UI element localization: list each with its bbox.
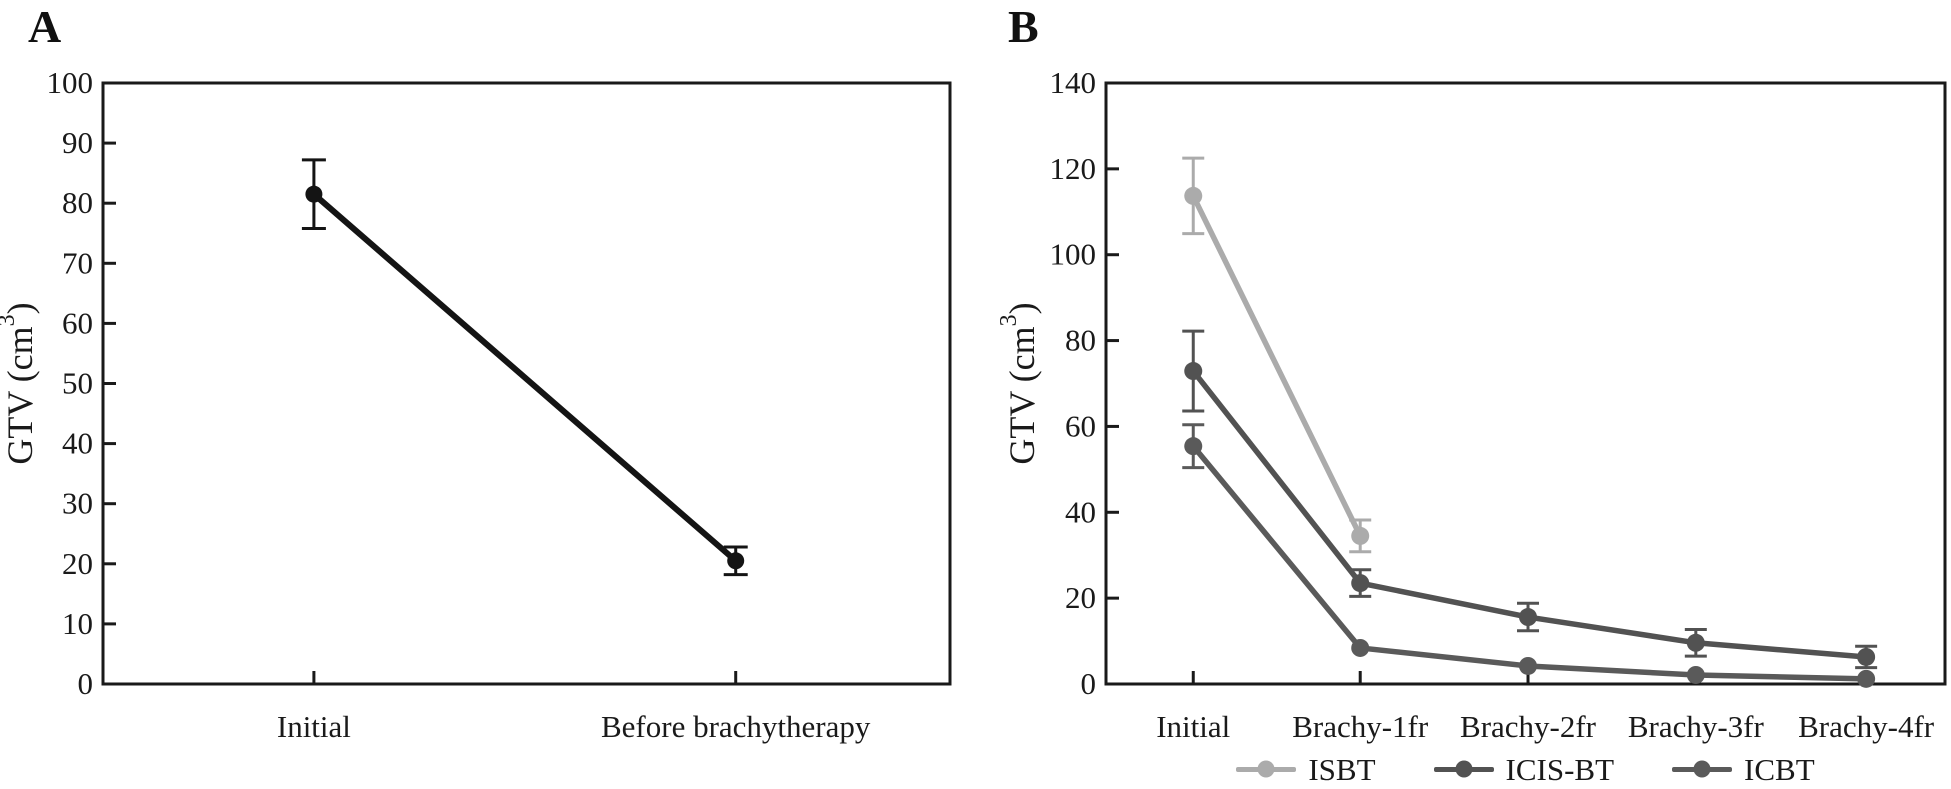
marker-GTV: [727, 552, 745, 570]
marker-ICIS-BT: [1857, 647, 1876, 666]
x-tick-label: Brachy-1fr: [1292, 709, 1429, 744]
panel-b-label: B: [1008, 1, 1039, 52]
y-tick-label: 10: [62, 606, 93, 641]
plot-border: [1104, 81, 1947, 686]
marker-ISBT: [1184, 186, 1203, 205]
x-tick-label: Brachy-4fr: [1798, 709, 1935, 744]
x-tick-label: Brachy-2fr: [1460, 709, 1597, 744]
panel-B: 0 20 40 60 80 100 120 140 Initial Brachy-1fr Brach…: [996, 65, 1947, 744]
marker-ICIS-BT: [1184, 362, 1203, 381]
y-tick-label: 70: [62, 245, 93, 280]
y-tick-label: 0: [78, 666, 94, 701]
marker-ICBT: [1857, 669, 1876, 688]
y-axis-label: GTV (cm3): [996, 302, 1042, 464]
marker-GTV: [305, 185, 323, 203]
marker-ICIS-BT: [1519, 608, 1538, 627]
y-tick-label: 120: [1050, 151, 1097, 186]
y-tick-label: 90: [62, 125, 93, 160]
marker-ICIS-BT: [1351, 574, 1370, 593]
y-tick-label: 80: [1065, 323, 1096, 358]
marker-ICBT: [1686, 665, 1705, 684]
legend-marker-dot: [1257, 760, 1275, 778]
panel-a-label: A: [28, 1, 62, 52]
y-tick-label: 100: [1050, 237, 1097, 272]
marker-ICIS-BT: [1686, 633, 1705, 652]
x-tick-label: Initial: [277, 709, 351, 744]
y-tick-label: 20: [62, 546, 93, 581]
plot-border: [101, 81, 952, 686]
series-line-ISBT: [1190, 193, 1363, 539]
legend-swatch: [1236, 760, 1297, 778]
legend-label: ICIS-BT: [1505, 751, 1615, 787]
y-axis-label: GTV (cm3): [0, 302, 40, 464]
x-tick-label: Before brachytherapy: [601, 709, 871, 744]
x-tick-label: Brachy-3fr: [1628, 709, 1765, 744]
y-tick-label: 40: [1065, 494, 1096, 529]
y-tick-label: 80: [62, 185, 93, 220]
y-tick-label: 60: [62, 305, 93, 340]
x-tick-label: Initial: [1156, 709, 1230, 744]
marker-ISBT: [1351, 526, 1370, 545]
y-tick-label: 0: [1081, 666, 1097, 701]
legend-item-ICBT: ICBT: [1672, 754, 1815, 785]
legend-label: ISBT: [1308, 751, 1376, 787]
legend-swatch: [1433, 760, 1494, 778]
legend-label: ICBT: [1744, 751, 1815, 787]
legend-marker-dot: [1693, 760, 1711, 778]
series-line-GTV: [310, 191, 739, 564]
y-tick-label: 40: [62, 426, 93, 461]
legend-item-ISBT: ISBT: [1236, 751, 1376, 787]
y-tick-label: 50: [62, 366, 93, 401]
legend-swatch: [1672, 760, 1733, 778]
marker-ICBT: [1519, 656, 1538, 675]
legend-marker-dot: [1455, 760, 1473, 778]
series-line-ICBT: [1190, 443, 1869, 682]
legend-item-ICIS-BT: ICIS-BT: [1433, 751, 1615, 787]
y-tick-label: 140: [1050, 65, 1097, 100]
marker-ICBT: [1351, 638, 1370, 657]
y-tick-label: 20: [1065, 580, 1096, 615]
marker-ICBT: [1184, 437, 1203, 456]
panel-A: 0 10 20 30 40 50 60 70 80 90 100 Initial Before brac…: [0, 65, 952, 744]
y-tick-label: 30: [62, 486, 93, 521]
legend: ISBT ICIS-BT ICBT: [1106, 750, 1945, 788]
y-tick-label: 60: [1065, 408, 1096, 443]
y-tick-label: 100: [47, 65, 94, 100]
